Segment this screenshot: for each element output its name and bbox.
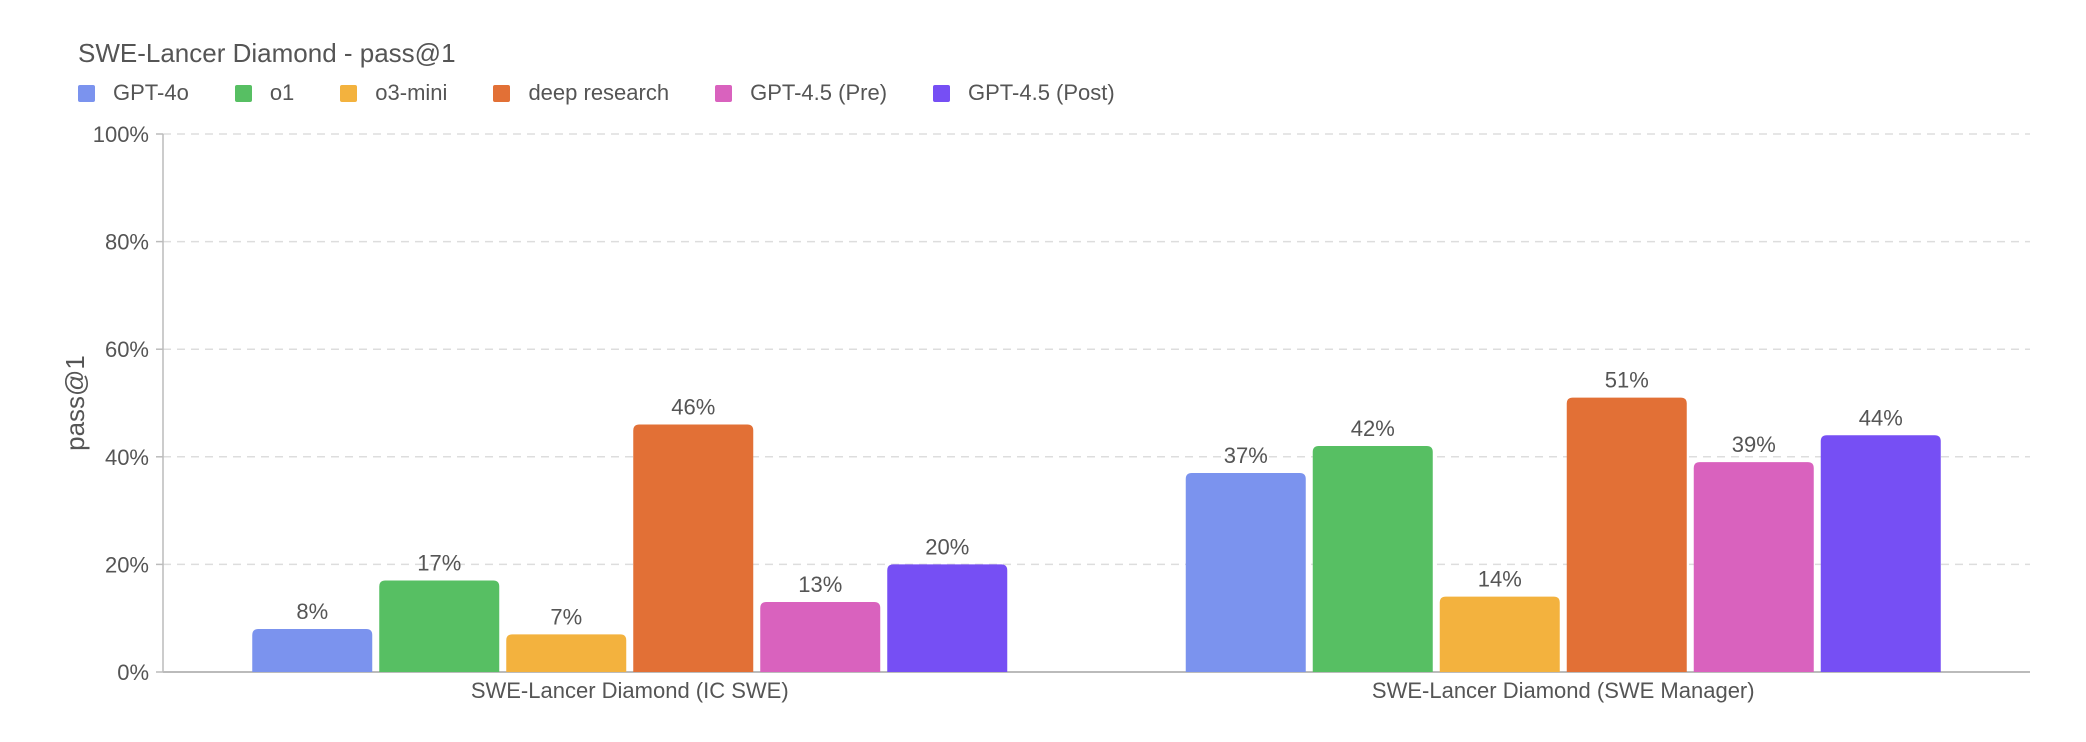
y-tick-label: 20% [105, 552, 149, 577]
legend-label: GPT-4.5 (Post) [968, 80, 1115, 105]
bar [760, 602, 881, 672]
legend-swatch [78, 84, 95, 102]
data-label: 13% [798, 572, 842, 597]
y-tick-label: 0% [117, 660, 149, 685]
legend-swatch [340, 84, 358, 102]
legend-swatch [493, 84, 511, 102]
legend-label: deep research [528, 80, 670, 105]
data-label: 42% [1351, 416, 1395, 441]
data-label: 44% [1859, 405, 1903, 430]
legend-item[interactable]: GPT-4o [78, 80, 189, 106]
legend-label: o1 [269, 80, 295, 105]
y-axis-label: pass@1 [60, 355, 90, 451]
y-tick-label: 80% [105, 230, 149, 255]
legend-item[interactable]: o3-mini [340, 80, 447, 106]
legend-item[interactable]: GPT-4.5 (Pre) [715, 80, 887, 106]
legend-swatch [933, 84, 951, 102]
bar [887, 564, 1008, 672]
x-tick-label: SWE-Lancer Diamond (IC SWE) [471, 678, 789, 703]
legend-label: GPT-4.5 (Pre) [750, 80, 888, 105]
x-tick-label: SWE-Lancer Diamond (SWE Manager) [1372, 678, 1755, 703]
data-label: 39% [1732, 432, 1776, 457]
legend-item[interactable]: GPT-4.5 (Post) [933, 80, 1115, 106]
legend-label: o3-mini [375, 80, 448, 105]
y-tick-label: 40% [105, 445, 149, 470]
data-label: 20% [925, 534, 969, 559]
legend-swatch [715, 84, 733, 102]
bar [379, 580, 500, 672]
data-label: 8% [296, 599, 328, 624]
y-tick-label: 100% [93, 122, 149, 147]
legend-item[interactable]: deep research [493, 80, 669, 106]
bar [1312, 446, 1433, 672]
bar [1185, 472, 1306, 672]
data-label: 14% [1478, 567, 1522, 592]
data-label: 37% [1224, 443, 1268, 468]
data-label: 17% [417, 551, 461, 576]
data-label: 46% [671, 395, 715, 420]
y-tick-label: 60% [105, 337, 149, 362]
bar [1693, 462, 1814, 672]
chart-title: SWE-Lancer Diamond - pass@1 [78, 38, 456, 68]
bar [506, 634, 627, 672]
legend-label: GPT-4o [113, 80, 189, 105]
bar [633, 424, 754, 672]
bar [252, 628, 373, 672]
bar [1566, 397, 1687, 672]
legend: GPT-4o o1 o3-mini deep research GPT-4.5 (Pre… [78, 78, 1161, 108]
legend-swatch [234, 84, 252, 102]
bar [1820, 435, 1941, 672]
data-label: 7% [550, 604, 582, 629]
legend-item[interactable]: o1 [234, 80, 295, 106]
bar [1439, 596, 1560, 672]
data-label: 51% [1605, 368, 1649, 393]
